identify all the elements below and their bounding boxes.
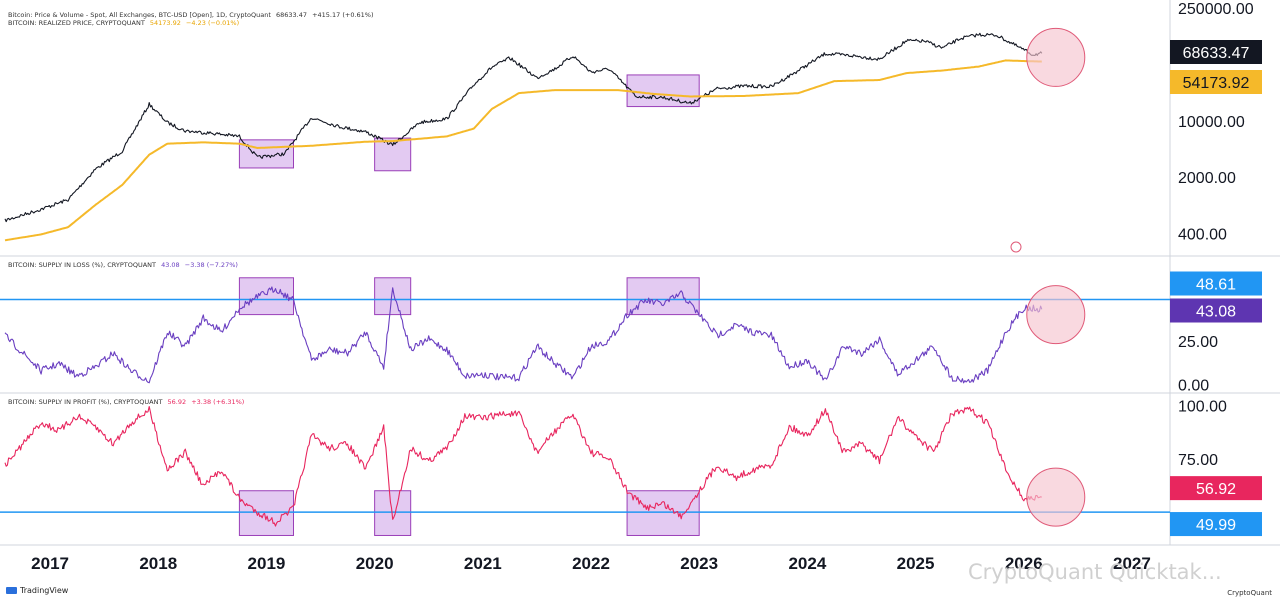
loss-value-badge: 43.08	[1196, 304, 1236, 321]
profit-value-badge: 56.92	[1196, 481, 1236, 498]
legend-loss-change: −3.38 (−7.27%)	[184, 261, 238, 269]
legend-price-label: Bitcoin: Price & Volume - Spot, All Exch…	[8, 11, 271, 19]
loss-threshold-badge: 48.61	[1196, 277, 1236, 294]
highlight-box	[626, 74, 700, 108]
highlight-box	[626, 277, 700, 316]
legend-realized-label: BITCOIN: REALIZED PRICE, CRYPTOQUANT	[8, 19, 145, 27]
cryptoquant-credit: CryptoQuant	[1227, 589, 1272, 597]
profit-series-line	[4, 405, 1042, 527]
profit-value-badge-bg	[1170, 476, 1262, 501]
highlight-circle	[1026, 27, 1086, 87]
highlight-box	[374, 490, 412, 536]
y-tick-label: 100.00	[1178, 399, 1227, 416]
y-tick-label: 75.00	[1178, 452, 1218, 469]
loss-threshold-badge-bg	[1170, 271, 1262, 296]
loss-series-line	[4, 286, 1043, 384]
y-tick-label: 0.00	[1178, 378, 1209, 395]
highlight-box	[238, 139, 294, 169]
legend-realized: BITCOIN: REALIZED PRICE, CRYPTOQUANT 541…	[8, 19, 242, 27]
x-tick-label: 2021	[464, 554, 502, 573]
price-series-line	[4, 32, 1043, 223]
legend-loss: BITCOIN: SUPPLY IN LOSS (%), CRYPTOQUANT…	[8, 261, 241, 269]
legend-realized-value: 54173.92	[149, 19, 181, 27]
x-tick-label: 2019	[248, 554, 286, 573]
x-tick-label: 2018	[139, 554, 177, 573]
legend-profit-label: BITCOIN: SUPPLY IN PROFIT (%), CRYPTOQUA…	[8, 398, 163, 406]
legend-profit-change: +3.38 (+6.31%)	[191, 398, 245, 406]
profit-threshold-badge-bg	[1170, 512, 1262, 537]
tradingview-logo[interactable]: TradingView	[6, 586, 68, 595]
price-badge: 68633.47	[1183, 45, 1250, 62]
x-tick-label: 2023	[680, 554, 718, 573]
y-tick-label: 250000.00	[1178, 1, 1254, 18]
realized-badge-bg	[1170, 70, 1262, 94]
x-tick-label: 2020	[356, 554, 394, 573]
highlight-box	[374, 277, 412, 316]
highlight-box	[374, 137, 412, 172]
legend-loss-label: BITCOIN: SUPPLY IN LOSS (%), CRYPTOQUANT	[8, 261, 156, 269]
tradingview-label: TradingView	[20, 586, 69, 595]
watermark-text: CryptoQuant Quicktak...	[968, 560, 1222, 584]
highlight-box	[626, 490, 700, 536]
realized-badge: 54173.92	[1183, 75, 1250, 92]
y-tick-label: 2000.00	[1178, 170, 1236, 187]
legend-realized-change: −4.23 (−0.01%)	[185, 19, 240, 27]
loss-value-badge-bg	[1170, 298, 1262, 323]
legend-profit-value: 56.92	[167, 398, 187, 406]
y-tick-label: 25.00	[1178, 334, 1218, 351]
x-tick-label: 2027	[1113, 554, 1151, 573]
y-tick-label: 10000.00	[1178, 114, 1245, 131]
y-tick-label: 400.00	[1178, 227, 1227, 244]
legend-loss-value: 43.08	[161, 261, 180, 269]
x-tick-label: 2025	[897, 554, 935, 573]
highlight-circle	[1026, 467, 1086, 527]
legend-price: Bitcoin: Price & Volume - Spot, All Exch…	[8, 11, 377, 19]
alert-marker-icon	[1010, 241, 1022, 253]
tradingview-icon	[6, 587, 17, 594]
legend-price-change: +415.17 (+0.61%)	[312, 11, 374, 19]
legend-profit: BITCOIN: SUPPLY IN PROFIT (%), CRYPTOQUA…	[8, 398, 247, 406]
x-tick-label: 2017	[31, 554, 69, 573]
profit-threshold-badge: 49.99	[1196, 517, 1236, 534]
price-badge-bg	[1170, 40, 1262, 64]
highlight-circle	[1026, 285, 1086, 345]
x-tick-label: 2022	[572, 554, 610, 573]
x-tick-label: 2026	[1005, 554, 1043, 573]
x-tick-label: 2024	[788, 554, 826, 573]
realized-series-line	[4, 59, 1042, 242]
legend-price-value: 68633.47	[275, 11, 307, 19]
